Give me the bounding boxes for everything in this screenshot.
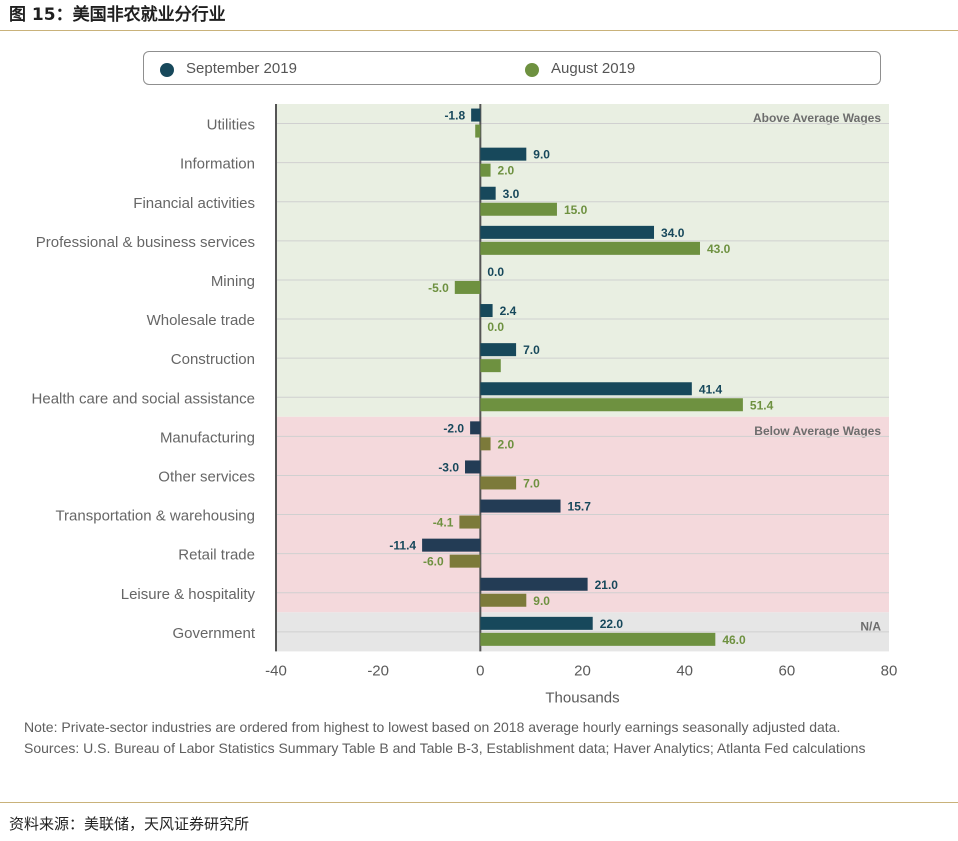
x-tick-label: -40 bbox=[265, 662, 287, 679]
august-value-label-wholesale-trade: 0.0 bbox=[487, 320, 504, 334]
august-legend-marker bbox=[525, 63, 539, 77]
september-value-label-health-care-and-social-assistance: 41.4 bbox=[699, 382, 723, 396]
august-value-label-professional-business-services: 43.0 bbox=[707, 242, 731, 256]
category-label-mining: Mining bbox=[211, 273, 255, 290]
august-bar-manufacturing bbox=[480, 437, 491, 451]
category-label-construction: Construction bbox=[171, 351, 255, 368]
september-value-label-wholesale-trade: 2.4 bbox=[500, 304, 517, 318]
august-value-label-other-services: 7.0 bbox=[523, 476, 540, 490]
august-bar-construction bbox=[480, 359, 501, 373]
category-label-wholesale-trade: Wholesale trade bbox=[147, 312, 255, 329]
x-tick-label: 60 bbox=[778, 662, 795, 679]
august-value-label-information: 2.0 bbox=[498, 164, 515, 178]
september-bar-retail-trade bbox=[422, 538, 481, 552]
august-bar-utilities bbox=[475, 124, 481, 138]
august-bar-government bbox=[480, 632, 716, 646]
group-label-below-average-wages: Below Average Wages bbox=[754, 424, 881, 438]
x-tick-label: 0 bbox=[476, 662, 484, 679]
august-bar-transportation-warehousing bbox=[459, 515, 481, 529]
september-bar-professional-business-services bbox=[480, 225, 655, 239]
september-bar-information bbox=[480, 147, 527, 161]
september-bar-construction bbox=[480, 343, 517, 357]
group-label-n-a: N/A bbox=[860, 619, 881, 633]
category-label-information: Information bbox=[180, 156, 255, 173]
august-bar-information bbox=[480, 163, 491, 177]
category-label-other-services: Other services bbox=[158, 468, 255, 485]
august-bar-leisure-hospitality bbox=[480, 593, 527, 607]
august-bar-professional-business-services bbox=[480, 241, 700, 255]
september-bar-utilities bbox=[471, 108, 481, 122]
august-bar-other-services bbox=[480, 476, 517, 490]
august-value-label-mining: -5.0 bbox=[428, 281, 449, 295]
category-label-utilities: Utilities bbox=[207, 117, 255, 134]
category-label-leisure-hospitality: Leisure & hospitality bbox=[121, 586, 256, 603]
category-label-transportation-warehousing: Transportation & warehousing bbox=[55, 508, 255, 525]
band-above-average-wages bbox=[276, 104, 889, 417]
september-value-label-mining: 0.0 bbox=[487, 265, 504, 279]
september-value-label-retail-trade: -11.4 bbox=[389, 539, 416, 553]
x-tick-label: 20 bbox=[574, 662, 591, 679]
september-bar-manufacturing bbox=[470, 421, 481, 435]
september-value-label-leisure-hospitality: 21.0 bbox=[595, 578, 619, 592]
category-label-manufacturing: Manufacturing bbox=[160, 429, 255, 446]
x-tick-label: 80 bbox=[881, 662, 898, 679]
note-text: Note: Private-sector industries are orde… bbox=[24, 719, 841, 735]
september-bar-wholesale-trade bbox=[480, 304, 493, 318]
september-bar-financial-activities bbox=[480, 186, 496, 200]
september-value-label-information: 9.0 bbox=[533, 148, 550, 162]
august-value-label-financial-activities: 15.0 bbox=[564, 203, 588, 217]
august-value-label-manufacturing: 2.0 bbox=[498, 437, 515, 451]
september-value-label-government: 22.0 bbox=[600, 617, 624, 631]
september-value-label-financial-activities: 3.0 bbox=[503, 187, 520, 201]
august-value-label-health-care-and-social-assistance: 51.4 bbox=[750, 398, 774, 412]
category-label-government: Government bbox=[172, 625, 255, 642]
group-label-above-average-wages: Above Average Wages bbox=[753, 111, 881, 125]
september-bar-transportation-warehousing bbox=[480, 499, 561, 513]
category-label-financial-activities: Financial activities bbox=[133, 195, 255, 212]
category-label-health-care-and-social-assistance: Health care and social assistance bbox=[32, 390, 255, 407]
august-value-label-transportation-warehousing: -4.1 bbox=[433, 516, 454, 530]
august-value-label-retail-trade: -6.0 bbox=[423, 555, 444, 569]
chart-note: Note: Private-sector industries are orde… bbox=[24, 717, 924, 759]
sources-text: Sources: U.S. Bureau of Labor Statistics… bbox=[24, 740, 866, 756]
august-bar-mining bbox=[454, 280, 481, 294]
september-value-label-transportation-warehousing: 15.7 bbox=[568, 500, 592, 514]
category-label-retail-trade: Retail trade bbox=[178, 547, 255, 564]
x-tick-label: 40 bbox=[676, 662, 693, 679]
august-value-label-leisure-hospitality: 9.0 bbox=[533, 594, 550, 608]
september-bar-leisure-hospitality bbox=[480, 577, 588, 591]
september-value-label-utilities: -1.8 bbox=[444, 109, 465, 123]
bottom-rule bbox=[0, 802, 958, 803]
september-value-label-other-services: -3.0 bbox=[438, 460, 459, 474]
legend-label-september: September 2019 bbox=[186, 60, 297, 77]
september-legend-marker bbox=[160, 63, 174, 77]
august-bar-retail-trade bbox=[449, 554, 481, 568]
top-rule bbox=[0, 30, 958, 31]
august-value-label-government: 46.0 bbox=[722, 633, 746, 647]
august-bar-health-care-and-social-assistance bbox=[480, 398, 743, 412]
september-bar-government bbox=[480, 616, 593, 630]
september-bar-health-care-and-social-assistance bbox=[480, 382, 692, 396]
x-tick-label: -20 bbox=[367, 662, 389, 679]
category-label-professional-business-services: Professional & business services bbox=[36, 234, 255, 251]
september-value-label-professional-business-services: 34.0 bbox=[661, 226, 685, 240]
legend-label-august: August 2019 bbox=[551, 60, 636, 77]
september-value-label-manufacturing: -2.0 bbox=[443, 421, 464, 435]
september-value-label-construction: 7.0 bbox=[523, 343, 540, 357]
x-axis-title: Thousands bbox=[545, 689, 619, 706]
chart-legend: September 2019 August 2019 bbox=[143, 51, 881, 85]
source-line: 资料来源：美联储，天风证券研究所 bbox=[9, 815, 250, 833]
august-bar-financial-activities bbox=[480, 202, 557, 216]
figure-title: 图 15：美国非农就业分行业 bbox=[9, 5, 226, 25]
september-bar-other-services bbox=[465, 460, 481, 474]
